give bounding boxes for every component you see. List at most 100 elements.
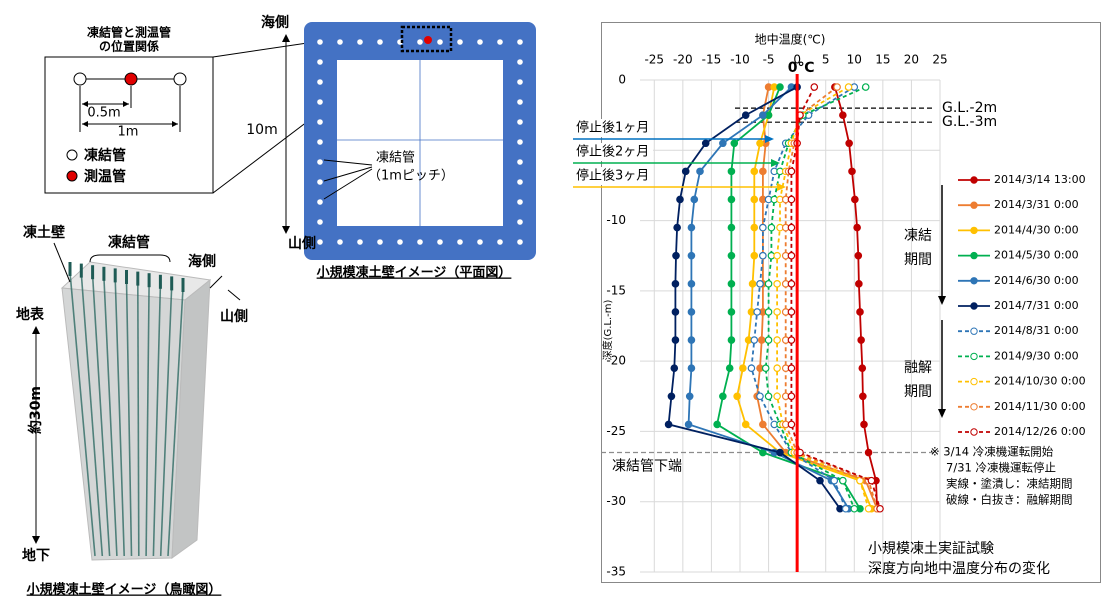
legend-marker [970, 352, 978, 361]
data-point [764, 336, 773, 344]
pipe [152, 284, 162, 557]
freeze-pipe [337, 239, 343, 245]
data-point [787, 336, 796, 344]
reference-label: G.L.-3m [942, 114, 997, 130]
period-label: 融解 [904, 360, 932, 376]
side-face [171, 278, 211, 560]
data-point [850, 504, 859, 513]
series-line [756, 86, 878, 510]
y-tick-label: -15 [606, 283, 626, 297]
freeze-pipe [517, 139, 523, 145]
period-label: 凍結 [904, 228, 932, 244]
arrow-head [938, 296, 946, 305]
series-line [667, 86, 841, 510]
legend-label: 凍結管 [84, 147, 126, 164]
pipe-top [91, 265, 95, 280]
x-tick-label: -15 [702, 53, 722, 67]
freeze-pipe [337, 39, 343, 45]
legend-label: 2014/7/31 0:00 [994, 299, 1079, 312]
pipe-top [113, 268, 117, 283]
data-point [750, 167, 759, 176]
legend-label: 2014/11/30 0:00 [994, 400, 1086, 413]
freeze-pipe [73, 72, 87, 86]
pointer [53, 242, 71, 283]
data-point [776, 448, 784, 457]
freeze-pipe [357, 39, 363, 45]
freeze-pipe [317, 39, 323, 45]
legend-marker [970, 201, 978, 209]
series-line [736, 86, 873, 510]
data-point [773, 251, 781, 260]
data-point [759, 111, 767, 119]
pipe-top [79, 263, 83, 278]
data-point [773, 280, 781, 288]
data-point [839, 476, 847, 485]
pipe [159, 286, 173, 557]
freeze-pipe [397, 239, 403, 245]
brace [89, 254, 171, 263]
data-point [773, 364, 781, 372]
freeze-pipe [517, 119, 523, 125]
data-point [673, 223, 681, 232]
callout-label: 停止後2ヶ月 [576, 144, 649, 160]
freeze-pipe [517, 179, 523, 185]
series-line [764, 86, 867, 510]
data-point [756, 280, 764, 288]
legend-label: 2014/6/30 0:00 [994, 274, 1079, 287]
freeze-pipe [417, 39, 423, 45]
dim-label: 10m [246, 122, 277, 138]
pointer [323, 159, 373, 200]
freeze-pipe [517, 239, 523, 245]
legend-label: 2014/3/31 0:00 [994, 198, 1079, 211]
data-point [719, 392, 727, 401]
side-label: 海側 [261, 14, 289, 31]
arrow-head [765, 135, 774, 143]
plot: -25-20-15-10-505101520250-5-10-15-20-25-… [573, 53, 1086, 579]
data-point [773, 308, 781, 316]
reference-label: 凍結管下端 [612, 459, 682, 475]
x-tick-label: -10 [730, 53, 750, 67]
side-label: 山側 [288, 235, 316, 252]
legend-label: 2014/9/30 0:00 [994, 349, 1079, 362]
freeze-pipe [497, 239, 503, 245]
direction [209, 275, 241, 301]
period-label: 期間 [904, 252, 932, 268]
data-point [739, 364, 747, 372]
depth-label: 約30m [27, 386, 44, 434]
data-point [748, 280, 757, 288]
series-line [834, 86, 878, 509]
freeze-pipe [317, 119, 323, 125]
legend-marker [970, 176, 978, 184]
y-tick-label: -35 [606, 565, 626, 579]
legend-marker [970, 302, 978, 310]
legend-marker [970, 226, 978, 235]
data-point [687, 364, 696, 372]
data-point [687, 223, 696, 232]
legend-symbol [66, 149, 78, 161]
side-label: 山側 [220, 308, 248, 325]
data-point [701, 139, 710, 148]
data-point [787, 195, 796, 204]
data-point [857, 336, 865, 344]
data-point [787, 167, 796, 176]
data-point [713, 420, 721, 429]
data-point [672, 251, 680, 260]
sensor-pipe [124, 72, 138, 86]
data-point [787, 420, 796, 429]
data-point [854, 251, 863, 260]
legend-label: 測温管 [84, 168, 126, 185]
legend-label: 2014/12/26 0:00 [994, 425, 1086, 438]
reference-label: G.L.-2m [942, 100, 997, 116]
data-point [687, 308, 696, 316]
freeze-pipe [317, 139, 323, 145]
data-point [864, 448, 873, 457]
data-point [767, 223, 776, 232]
y-tick-label: -25 [606, 424, 626, 438]
data-point [759, 420, 767, 429]
x-tick-label: -5 [763, 53, 775, 67]
data-point [671, 280, 680, 288]
footer: 小規模凍土実証試験 [868, 541, 994, 557]
pipe [103, 276, 118, 557]
legend-marker [970, 327, 978, 335]
